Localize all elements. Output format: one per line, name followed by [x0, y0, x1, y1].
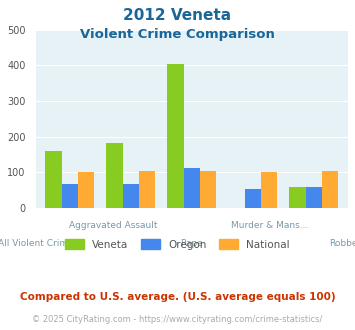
- Text: Compared to U.S. average. (U.S. average equals 100): Compared to U.S. average. (U.S. average …: [20, 292, 335, 302]
- Bar: [106, 143, 122, 208]
- Bar: [261, 172, 277, 208]
- Text: All Violent Crime: All Violent Crime: [0, 239, 73, 248]
- Bar: [167, 64, 184, 208]
- Text: Rape: Rape: [180, 239, 203, 248]
- Legend: Veneta, Oregon, National: Veneta, Oregon, National: [61, 235, 294, 254]
- Text: 2012 Veneta: 2012 Veneta: [124, 8, 231, 23]
- Text: © 2025 CityRating.com - https://www.cityrating.com/crime-statistics/: © 2025 CityRating.com - https://www.city…: [32, 315, 323, 324]
- Bar: [184, 168, 200, 208]
- Bar: [200, 171, 216, 208]
- Bar: [289, 186, 306, 208]
- Text: Violent Crime Comparison: Violent Crime Comparison: [80, 28, 275, 41]
- Bar: [245, 189, 261, 208]
- Text: Aggravated Assault: Aggravated Assault: [69, 221, 158, 230]
- Text: Murder & Mans...: Murder & Mans...: [231, 221, 308, 230]
- Bar: [306, 186, 322, 208]
- Bar: [61, 184, 78, 208]
- Text: Robbery: Robbery: [329, 239, 355, 248]
- Bar: [45, 151, 61, 208]
- Bar: [122, 184, 139, 208]
- Bar: [139, 171, 155, 208]
- Bar: [78, 172, 94, 208]
- Bar: [322, 171, 338, 208]
